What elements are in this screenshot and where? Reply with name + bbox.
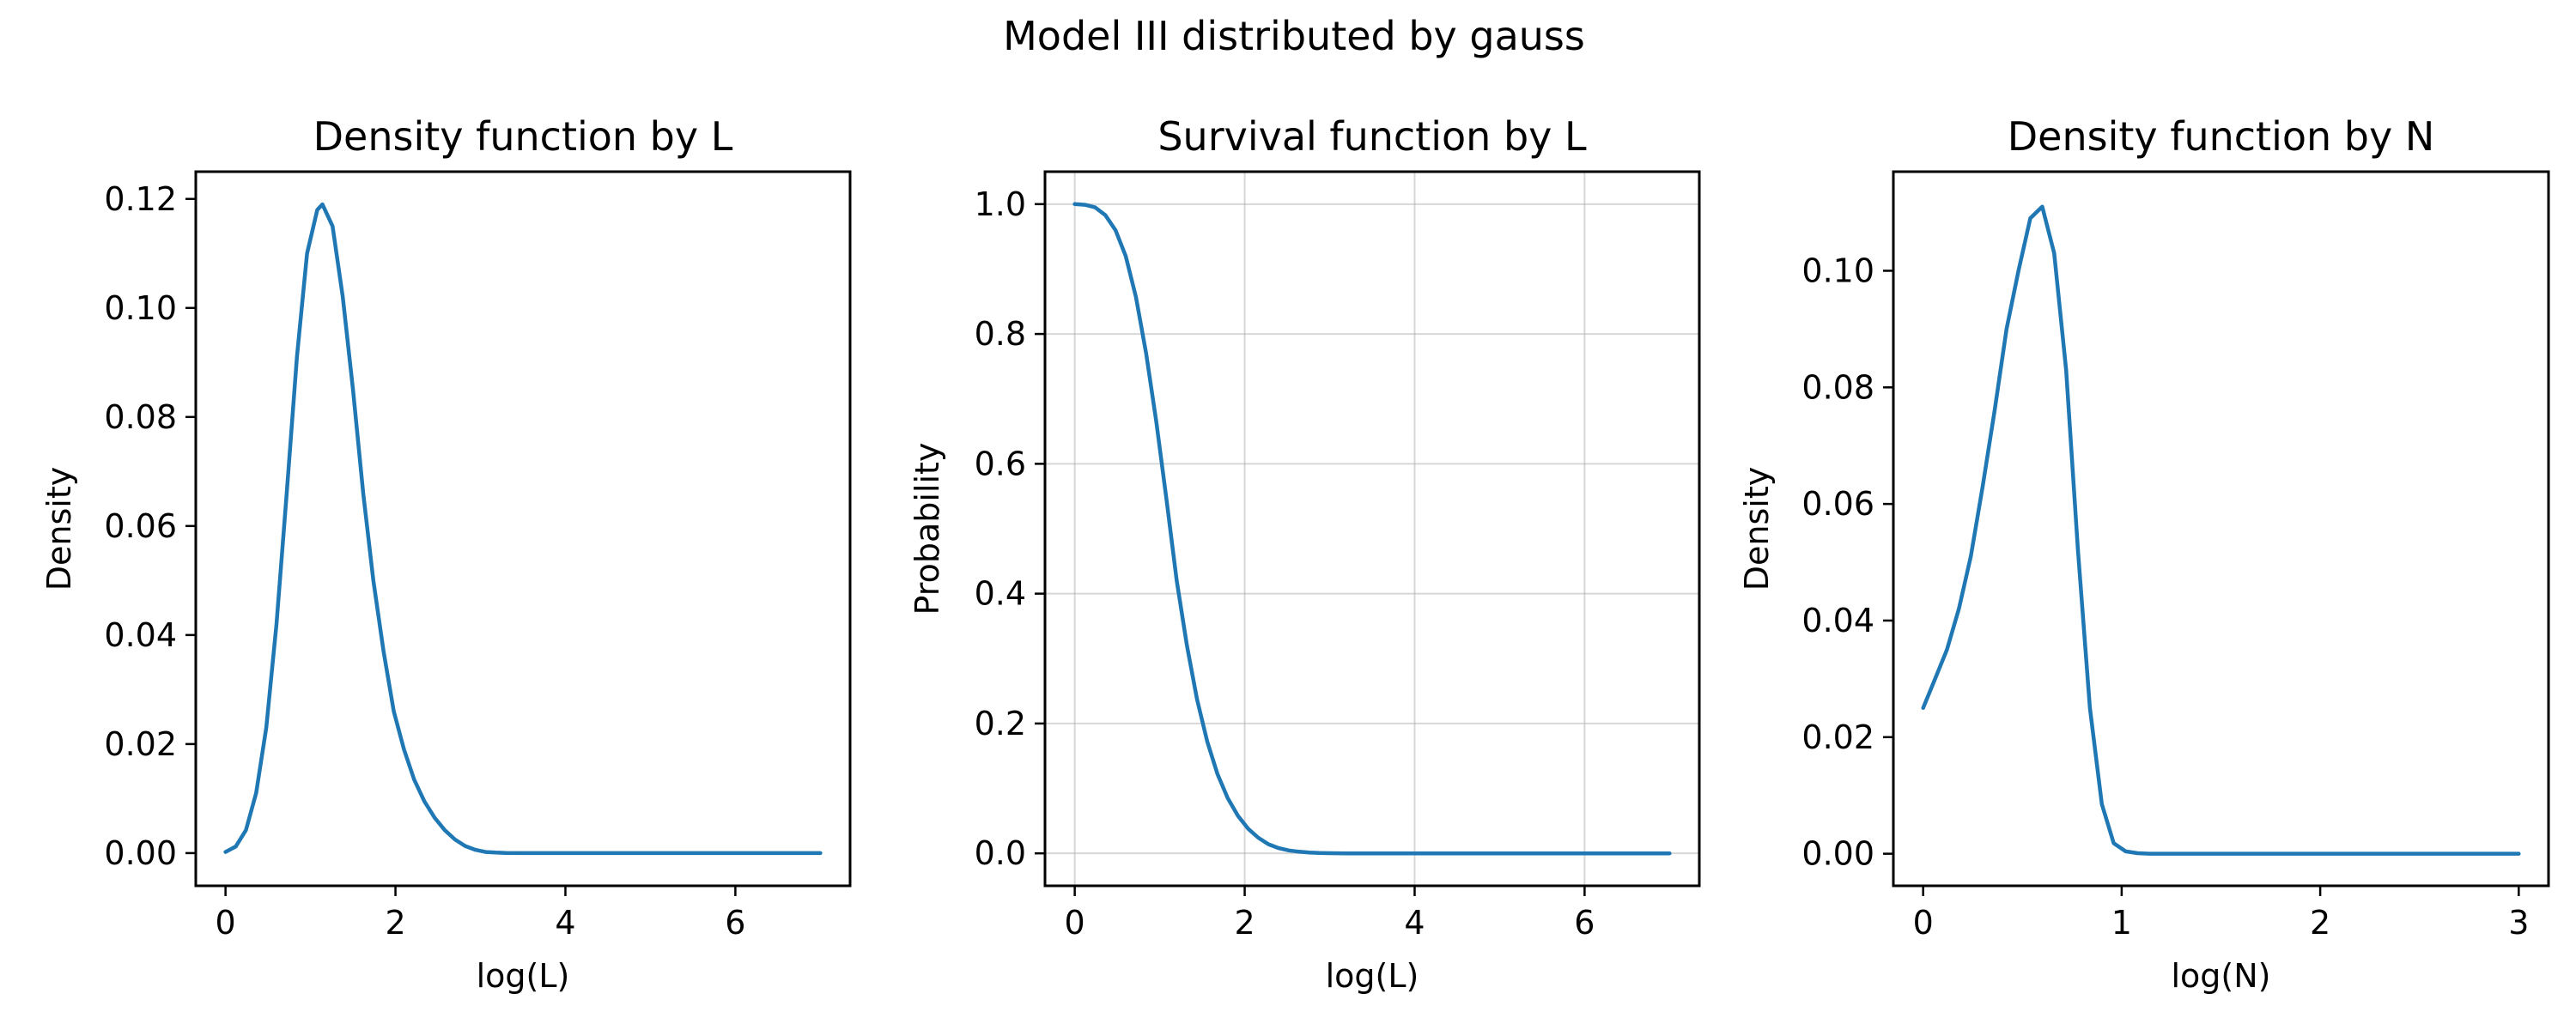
panel-3-x-tick-label-1: 1 [2111,904,2132,942]
panel-2-x-tick-label-3: 6 [1574,904,1595,942]
panel-2-axes-frame [1043,170,1701,888]
panel-1-y-tick-label-1: 0.02 [104,725,177,763]
panel-2-x-tick-label-1: 2 [1234,904,1255,942]
panels: 0 2 4 60.000.020.040.060.080.100.12Density … [40,113,2550,995]
panel-1-y-tick-label-4: 0.08 [104,398,177,436]
panel-2-y-axis-label: Probability [908,443,946,615]
panel-3-series-line-1 [1921,204,2521,856]
panel-3-axes-frame [1892,170,2550,888]
panel-1-x-tick-label-3: 6 [725,904,745,942]
panel-3-y-tick-label-1: 0.02 [1801,718,1874,756]
panel-1-y-tick-label-2: 0.04 [104,616,177,654]
panel-3-y-tick-label-0: 0.00 [1801,835,1874,873]
panel-3: 0 1 2 3 0.00 0.02 0.04 0.06 0.08 0.10 Density func… [1738,113,2550,995]
panel-2-series-line-1 [1072,202,1672,856]
panel-1-y-tick-label-0: 0.00 [104,834,177,872]
panel-1-x-tick-label-1: 2 [385,904,405,942]
panel-1-title: Density function by L [313,113,733,160]
panel-1-x-tick-label-2: 4 [555,904,575,942]
panel-3-y-tick-label-4: 0.08 [1801,368,1874,406]
panel-2-y-tick-label-4: 0.8 [975,315,1026,353]
panel-1-series-line-1 [223,202,823,856]
panel-1-y-tick-label-3: 0.06 [104,507,177,545]
panel-2-x-axis-label: log(L) [1326,957,1419,995]
panel-2-x-tick-label-0: 0 [1065,904,1085,942]
panel-1-y-tick-label-5: 0.10 [104,289,177,327]
panel-2: 0 2 4 6 0.0 0.2 0.4 0.6 0.8 1.0 Survival function … [908,113,1701,995]
figure-suptitle: Model III distributed by gauss [1003,13,1585,59]
panel-3-y-axis-label: Density [1738,467,1776,591]
panel-3-x-tick-label-3: 3 [2508,904,2529,942]
panel-3-x-axis-label: log(N) [2171,957,2270,995]
panel-1: 0 2 4 6 0.00 0.02 0.04 0.06 0.08 0.10 0.12 Density … [40,113,852,995]
panel-2-y-tick-label-3: 0.6 [975,445,1026,482]
panel-3-y-tick-label-5: 0.10 [1801,251,1874,289]
panel-3-x-tick-label-0: 0 [1913,904,1934,942]
panel-2-y-tick-label-0: 0.0 [975,834,1026,872]
panel-1-y-axis-label: Density [40,467,78,591]
panel-2-x-tick-label-2: 4 [1404,904,1425,942]
panel-3-title: Density function by N [2008,113,2435,160]
panel-1-x-tick-label-0: 0 [216,904,236,942]
panel-2-y-tick-label-2: 0.4 [975,575,1026,613]
panel-1-y-tick-label-6: 0.12 [104,180,177,218]
panel-2-y-tick-label-5: 1.0 [975,185,1026,223]
panel-3-y-tick-label-3: 0.06 [1801,485,1874,523]
panel-3-y-tick-label-2: 0.04 [1801,602,1874,639]
panel-2-y-tick-label-1: 0.2 [975,705,1026,742]
panel-1-x-axis-label: log(L) [477,957,570,995]
panel-1-axes-frame [194,170,852,888]
panel-3-x-tick-label-2: 2 [2310,904,2330,942]
panel-2-title: Survival function by L [1157,113,1587,160]
